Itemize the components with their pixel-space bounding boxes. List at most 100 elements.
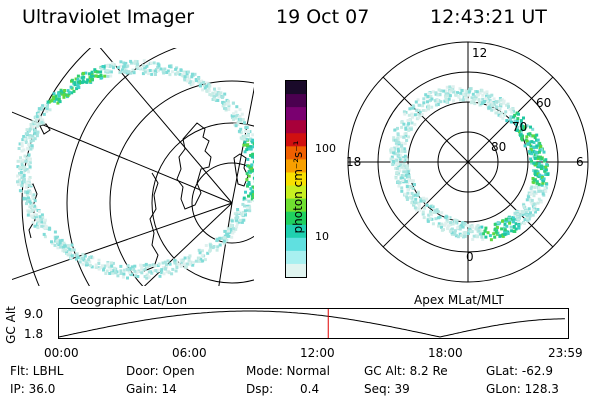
- aurora-pixel: [168, 65, 172, 68]
- aurora-pixel: [469, 229, 473, 233]
- aurora-pixel: [541, 181, 545, 185]
- aurora-pixel: [251, 133, 254, 137]
- aurora-pixel: [176, 70, 180, 74]
- aurora-pixel: [27, 196, 30, 200]
- aurora-pixel: [197, 77, 200, 81]
- aurora-pixel: [485, 90, 489, 94]
- aurora-pixel: [27, 184, 31, 188]
- aurora-pixel: [502, 99, 506, 103]
- aurora-pixel: [445, 220, 449, 224]
- aurora-pixel: [502, 101, 506, 105]
- aurora-pixel: [187, 258, 191, 262]
- aurora-pixel: [494, 105, 498, 109]
- aurora-pixel: [54, 236, 58, 240]
- aurora-pixel: [244, 124, 248, 128]
- aurora-pixel: [395, 158, 399, 162]
- aurora-pixel: [76, 85, 80, 89]
- aurora-pixel: [199, 84, 202, 88]
- aurora-pixel: [101, 65, 105, 68]
- aurora-pixel: [468, 87, 472, 91]
- aurora-pixel: [152, 269, 156, 273]
- aurora-pixel: [520, 128, 524, 132]
- aurora-pixel: [444, 92, 448, 96]
- aurora-pixel: [425, 203, 429, 207]
- aurora-pixel: [432, 211, 436, 214]
- aurora-pixel: [132, 71, 136, 75]
- aurora-pixel: [478, 91, 482, 95]
- aurora-pixel: [470, 100, 474, 104]
- aurora-pixel: [19, 165, 23, 169]
- aurora-pixel: [537, 182, 541, 186]
- aurora-pixel: [90, 73, 94, 77]
- aurora-pixel: [223, 102, 227, 106]
- aurora-pixel: [136, 270, 140, 274]
- aurora-pixel: [35, 217, 39, 221]
- aurora-pixel: [475, 90, 479, 94]
- aurora-pixel: [88, 256, 92, 260]
- aurora-pixel: [532, 202, 536, 206]
- aurora-pixel: [76, 256, 80, 260]
- aurora-pixel: [52, 92, 56, 96]
- aurora-pixel: [509, 115, 513, 119]
- aurora-pixel: [238, 108, 242, 112]
- aurora-pixel: [391, 163, 395, 166]
- aurora-pixel: [28, 190, 32, 194]
- aurora-pixel: [242, 143, 246, 147]
- aurora-pixel: [427, 91, 431, 95]
- aurora-pixel: [247, 181, 251, 184]
- aurora-pixel: [513, 113, 517, 117]
- aurora-pixel: [183, 78, 187, 82]
- aurora-pixel: [235, 214, 239, 218]
- aurora-pixel: [512, 225, 516, 228]
- aurora-pixel: [126, 267, 130, 271]
- aurora-pixel: [420, 113, 424, 117]
- aurora-pixel: [139, 269, 143, 273]
- aurora-pixel: [241, 213, 244, 217]
- aurora-pixel: [393, 146, 397, 150]
- aurora-pixel: [38, 215, 42, 219]
- aurora-pixel: [535, 181, 539, 185]
- aurora-pixel: [88, 72, 92, 76]
- aurora-pixel: [23, 154, 27, 158]
- aurora-pixel: [426, 219, 430, 223]
- aurora-pixel: [130, 61, 133, 65]
- colorbar-unit-label: photon cm⁻²s⁻¹: [291, 140, 305, 234]
- aurora-pixel: [493, 227, 497, 231]
- mlt-label-6: 6: [576, 155, 584, 169]
- aurora-pixel: [414, 193, 418, 197]
- aurora-pixel: [180, 261, 184, 265]
- aurora-pixel: [235, 105, 239, 109]
- aurora-pixel: [531, 127, 535, 131]
- aurora-pixel: [128, 267, 132, 271]
- altitude-ylabel: GC Alt: [4, 306, 18, 344]
- aurora-pixel: [410, 121, 414, 125]
- aurora-pixel: [68, 251, 71, 255]
- aurora-pixel: [68, 247, 72, 251]
- aurora-pixel: [501, 116, 505, 120]
- aurora-pixel: [500, 111, 503, 115]
- aurora-pixel: [211, 98, 215, 101]
- aurora-pixel: [113, 63, 116, 67]
- aurora-pixel: [26, 213, 30, 217]
- aurora-pixel: [247, 134, 250, 137]
- aurora-pixel: [183, 75, 187, 79]
- colorbar-segment: [286, 94, 306, 108]
- aurora-pixel: [394, 139, 398, 143]
- aurora-pixel: [235, 211, 239, 215]
- aurora-pixel: [88, 79, 92, 83]
- aurora-pixel: [450, 233, 454, 236]
- aurora-pixel: [534, 210, 537, 214]
- aurora-pixel: [211, 91, 215, 95]
- aurora-pixel: [489, 238, 493, 242]
- ip-info: IP: 36.0: [10, 382, 56, 396]
- aurora-pixel: [473, 97, 477, 101]
- aurora-pixel: [474, 235, 478, 239]
- aurora-pixel: [30, 214, 33, 218]
- dsp-value: 0.4: [300, 382, 320, 396]
- aurora-pixel: [445, 85, 449, 89]
- aurora-pixel: [405, 198, 409, 201]
- altitude-ytick-min: 1.8: [24, 327, 44, 341]
- aurora-pixel: [398, 155, 402, 159]
- aurora-pixel: [398, 181, 402, 185]
- aurora-pixel: [530, 152, 534, 156]
